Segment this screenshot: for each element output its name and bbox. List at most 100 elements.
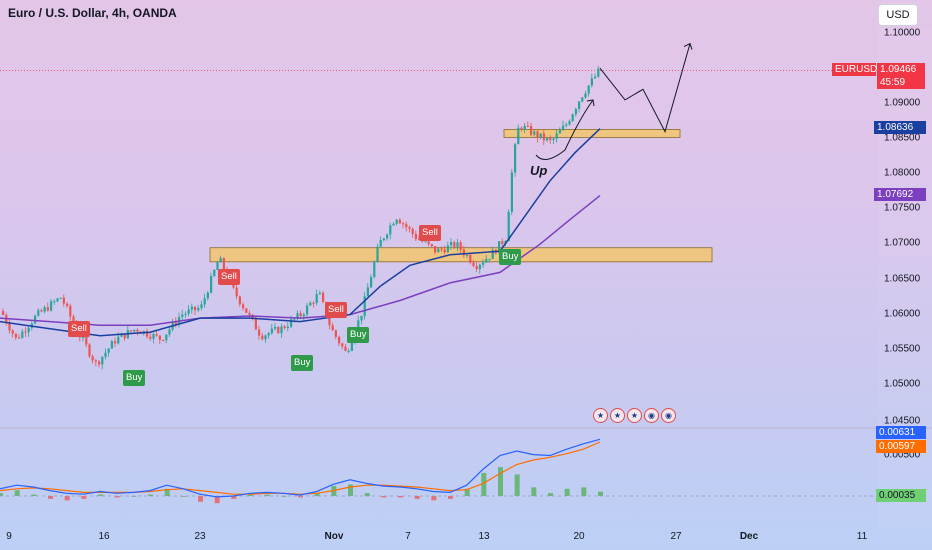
bearish-candle [434, 246, 437, 253]
bullish-candle [565, 124, 568, 126]
buy-signal-label[interactable]: Buy [123, 370, 146, 386]
bearish-candle [136, 329, 139, 332]
bullish-candle [206, 292, 209, 299]
arrow-head [683, 42, 693, 50]
histogram-bar-positive [514, 474, 520, 496]
bearish-candle [72, 316, 75, 324]
histogram-bar-negative [231, 496, 237, 499]
bullish-candle [382, 238, 385, 241]
time-axis-tick: 13 [478, 531, 490, 542]
bullish-candle [523, 125, 526, 130]
bullish-candle [197, 308, 200, 311]
time-axis-tick: Dec [739, 531, 759, 542]
bullish-candle [584, 93, 587, 98]
bearish-candle [549, 138, 552, 141]
bearish-candle [440, 248, 443, 250]
chart-title: Euro / U.S. Dollar, 4h, OANDA [8, 6, 177, 20]
bullish-candle [507, 211, 510, 242]
bearish-candle [130, 330, 133, 332]
histogram-bar-positive [164, 488, 170, 496]
bearish-candle [283, 326, 286, 329]
bullish-candle [117, 336, 120, 344]
bullish-candle [363, 296, 366, 316]
histogram-bar-positive [131, 496, 137, 497]
flag-icon[interactable]: ★ [627, 408, 642, 423]
bullish-candle [373, 261, 376, 278]
time-axis-tick: 9 [6, 531, 12, 542]
time-axis-tick: 16 [98, 531, 110, 542]
flag-icon[interactable]: ★ [610, 408, 625, 423]
bullish-candle [386, 234, 389, 239]
histogram-bar-negative [398, 496, 403, 498]
bullish-candle [270, 328, 273, 334]
bearish-candle [475, 266, 478, 270]
histogram-bar-negative [448, 496, 453, 499]
price-axis-tick: 1.04500 [884, 415, 921, 427]
globe-icon[interactable]: ◉ [644, 408, 659, 423]
bullish-candle [309, 302, 312, 306]
bullish-candle [120, 333, 123, 337]
buy-signal-label[interactable]: Buy [291, 355, 314, 371]
bar-countdown-label: 45:59 [877, 76, 925, 89]
bullish-candle [104, 352, 107, 357]
bearish-candle [18, 337, 21, 339]
bearish-candle [402, 223, 405, 225]
bullish-candle [571, 114, 574, 122]
bullish-candle [546, 138, 549, 141]
bearish-candle [443, 249, 446, 253]
bullish-candle [360, 315, 363, 321]
currency-button[interactable]: USD [878, 4, 918, 26]
histogram-value-label: 0.00035 [876, 489, 926, 502]
buy-signal-label[interactable]: Buy [347, 327, 370, 343]
bullish-candle [597, 68, 600, 77]
histogram-bar-positive [548, 493, 553, 496]
price-axis-tick: 1.10000 [884, 27, 921, 39]
bullish-candle [514, 144, 517, 173]
price-axis-tick: 1.08500 [884, 132, 921, 144]
bearish-candle [331, 325, 334, 331]
bearish-candle [427, 241, 430, 245]
bullish-candle [318, 292, 321, 295]
bearish-candle [155, 334, 158, 336]
bearish-candle [222, 258, 225, 271]
sell-signal-label[interactable]: Sell [419, 225, 441, 241]
bearish-candle [258, 329, 261, 336]
bullish-candle [290, 319, 293, 327]
economic-events-row: ★ ★ ★ ◉ ◉ [593, 408, 676, 423]
histogram-bar-positive [564, 488, 570, 496]
bullish-candle [219, 258, 222, 263]
bearish-candle [91, 356, 94, 361]
flag-icon[interactable]: ★ [593, 408, 608, 423]
bearish-candle [174, 321, 177, 325]
bearish-candle [69, 305, 72, 317]
time-axis-tick: Nov [324, 531, 344, 542]
bullish-candle [488, 258, 491, 260]
bullish-candle [306, 305, 309, 315]
sell-signal-label[interactable]: Sell [325, 302, 347, 318]
histogram-bar-negative [298, 496, 303, 498]
bearish-candle [334, 330, 337, 337]
bearish-candle [66, 303, 69, 306]
bearish-candle [520, 127, 523, 130]
bullish-candle [491, 249, 494, 259]
sell-signal-label[interactable]: Sell [218, 269, 240, 285]
ma-fast-line [0, 128, 601, 337]
bearish-candle [328, 316, 331, 326]
histogram-bar-positive [264, 494, 270, 496]
globe-icon[interactable]: ◉ [661, 408, 676, 423]
sell-signal-label[interactable]: Sell [68, 321, 90, 337]
price-axis-tick: 1.05000 [884, 378, 921, 390]
buy-signal-label[interactable]: Buy [499, 249, 522, 265]
bullish-candle [50, 301, 53, 311]
bullish-candle [379, 240, 382, 247]
histogram-bar-negative [114, 496, 120, 498]
bullish-candle [190, 306, 193, 310]
histogram-bar-positive [148, 494, 153, 496]
bearish-candle [242, 304, 245, 309]
histogram-bar-negative [381, 496, 387, 498]
bearish-candle [453, 242, 456, 248]
bearish-candle [98, 361, 101, 365]
bearish-candle [414, 233, 417, 240]
